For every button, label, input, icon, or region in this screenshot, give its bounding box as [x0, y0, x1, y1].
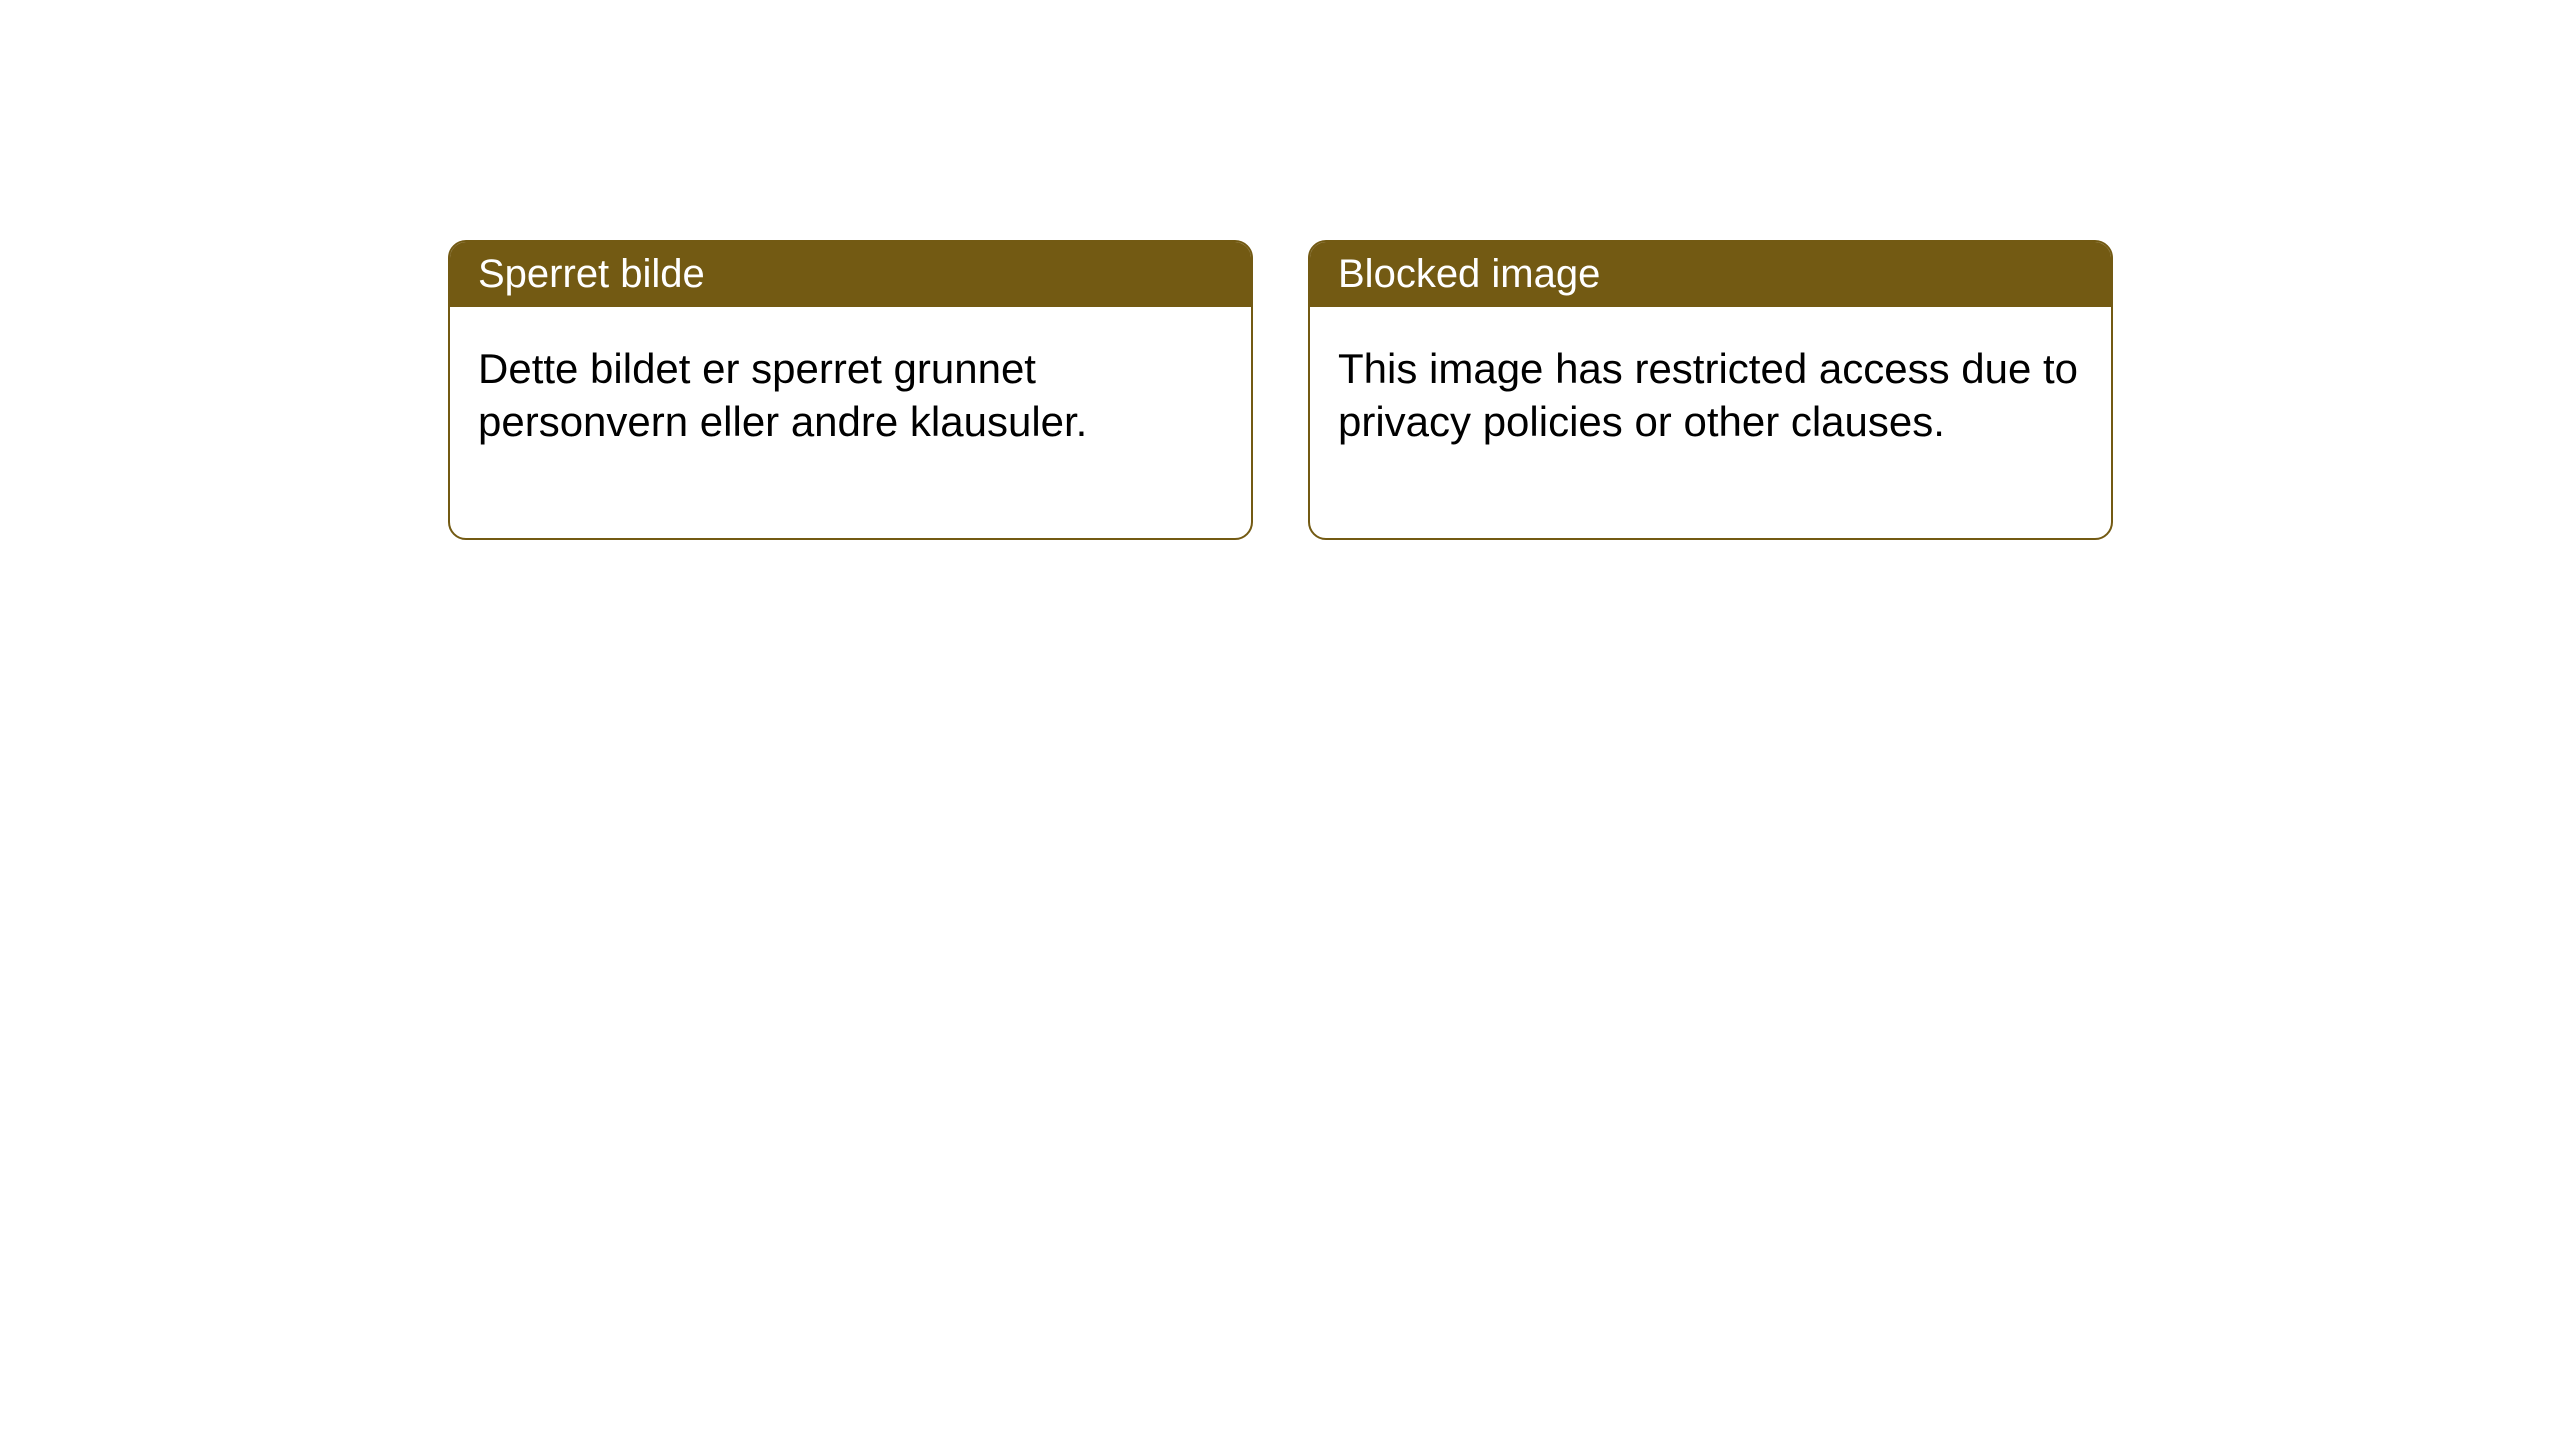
card-body: This image has restricted access due to …	[1310, 307, 2111, 538]
blocked-image-cards: Sperret bilde Dette bildet er sperret gr…	[448, 240, 2113, 540]
card-body: Dette bildet er sperret grunnet personve…	[450, 307, 1251, 538]
blocked-card-english: Blocked image This image has restricted …	[1308, 240, 2113, 540]
blocked-card-norwegian: Sperret bilde Dette bildet er sperret gr…	[448, 240, 1253, 540]
card-header: Blocked image	[1310, 242, 2111, 307]
card-header: Sperret bilde	[450, 242, 1251, 307]
